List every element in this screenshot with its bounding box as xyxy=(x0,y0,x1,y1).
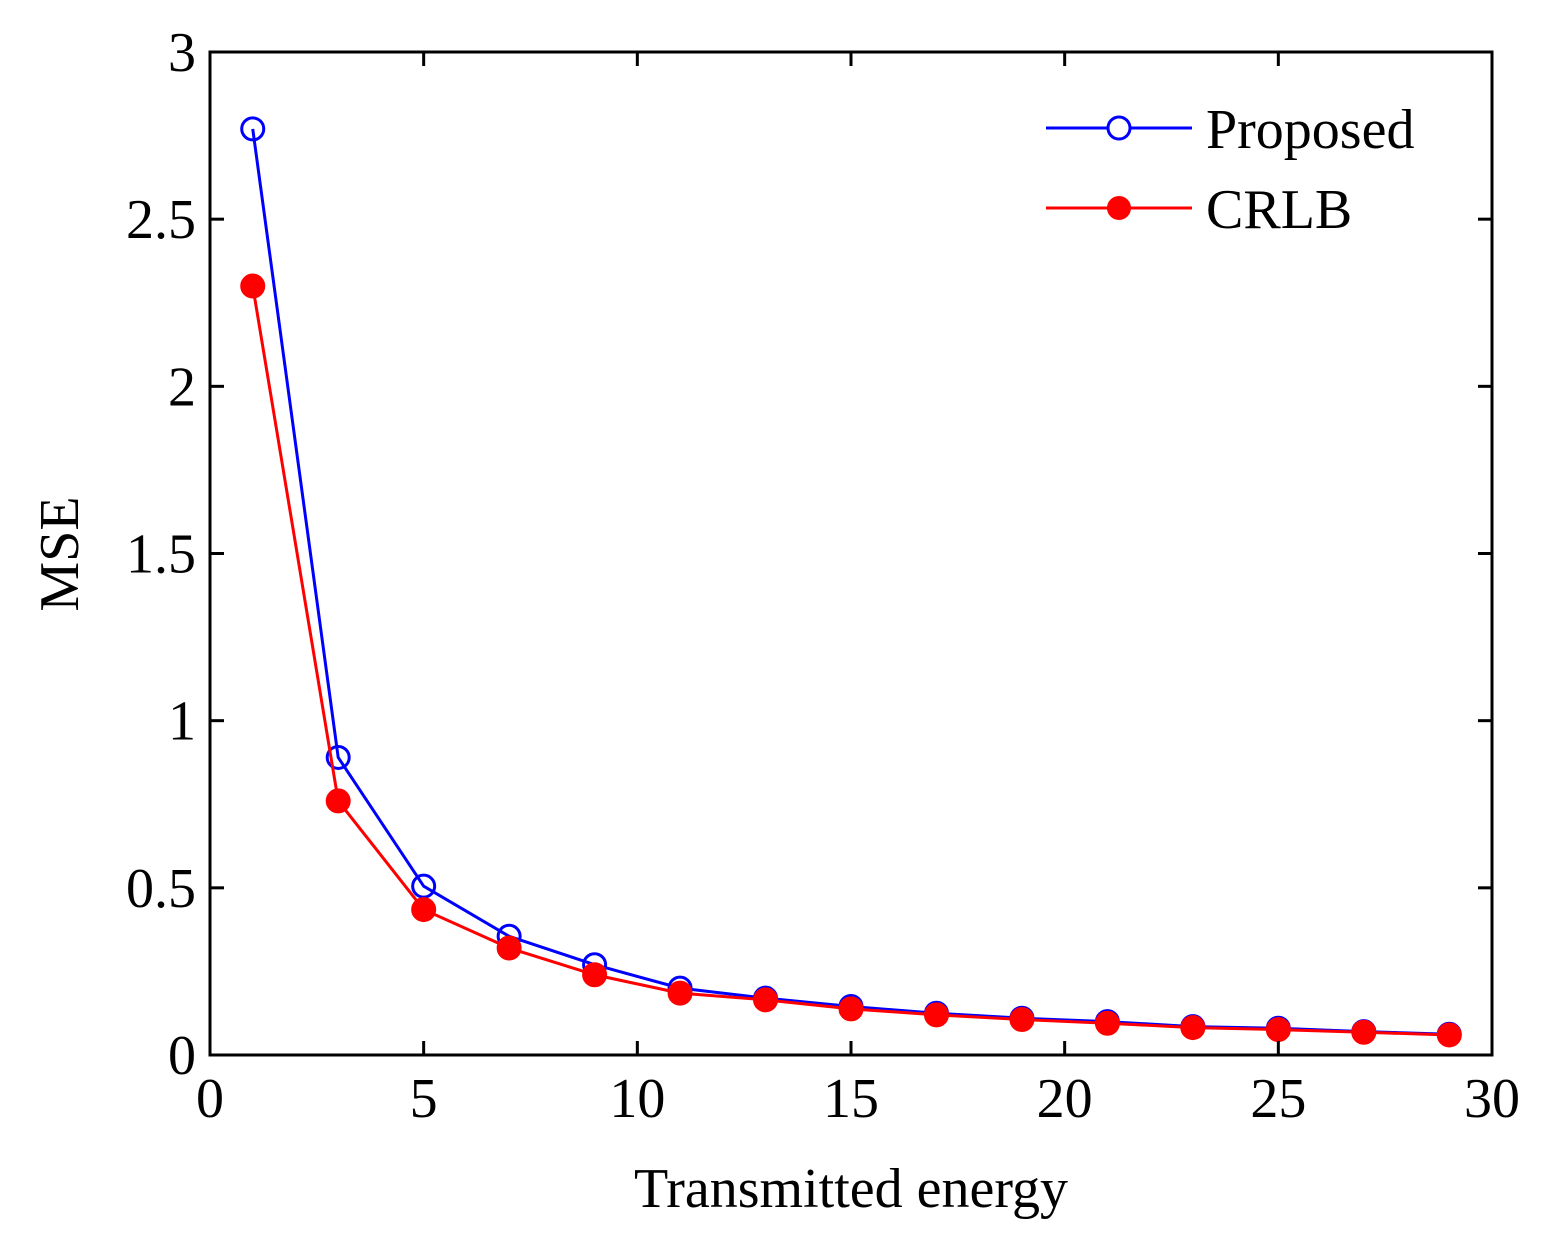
data-point-crlb xyxy=(1009,1007,1035,1033)
x-tick-label: 10 xyxy=(609,1068,665,1130)
data-point-proposed xyxy=(240,116,266,142)
y-tick-label: 0 xyxy=(168,1025,196,1087)
x-tick-label: 0 xyxy=(196,1068,224,1130)
y-tick-label: 2 xyxy=(168,356,196,418)
y-tick-label: 0.5 xyxy=(126,858,196,920)
data-point-crlb xyxy=(1094,1010,1120,1036)
legend: Proposed CRLB xyxy=(1046,99,1414,241)
legend-crlb-marker xyxy=(1107,196,1131,220)
y-tick-label: 3 xyxy=(168,22,196,84)
y-tick-label: 1 xyxy=(168,691,196,753)
series-layer xyxy=(240,116,1462,1048)
data-point-proposed xyxy=(325,744,351,770)
data-point-crlb xyxy=(496,935,522,961)
y-tick-label: 2.5 xyxy=(126,189,196,251)
series-line-proposed xyxy=(251,128,1450,1036)
data-point-crlb xyxy=(838,996,864,1022)
x-axis-label: Transmitted energy xyxy=(634,1158,1068,1220)
data-point-crlb xyxy=(667,980,693,1006)
data-point-proposed xyxy=(411,873,437,899)
legend-proposed-label: Proposed xyxy=(1206,99,1414,161)
x-tick-label: 5 xyxy=(410,1068,438,1130)
data-point-crlb xyxy=(923,1002,949,1028)
data-point-crlb xyxy=(1436,1022,1462,1048)
data-point-crlb xyxy=(1351,1019,1377,1045)
legend-proposed-marker xyxy=(1106,115,1132,141)
data-point-crlb xyxy=(325,788,351,814)
series-line-crlb xyxy=(251,285,1450,1037)
y-tick-label: 1.5 xyxy=(126,524,196,586)
x-tick-label: 15 xyxy=(823,1068,879,1130)
legend-crlb-label: CRLB xyxy=(1206,179,1352,241)
data-point-crlb xyxy=(240,273,266,299)
data-point-crlb xyxy=(582,962,608,988)
x-tick-label: 25 xyxy=(1250,1068,1306,1130)
x-tick-label: 20 xyxy=(1037,1068,1093,1130)
data-point-crlb xyxy=(1265,1017,1291,1043)
data-point-crlb xyxy=(411,897,437,923)
y-axis-label: MSE xyxy=(29,496,91,611)
tick-layer: 0 5 10 15 20 25 30 0 0.5 1 1.5 2 2.5 3 xyxy=(126,22,1520,1130)
data-point-crlb xyxy=(1180,1015,1206,1041)
x-tick-label: 30 xyxy=(1464,1068,1520,1130)
data-point-crlb xyxy=(753,987,779,1013)
